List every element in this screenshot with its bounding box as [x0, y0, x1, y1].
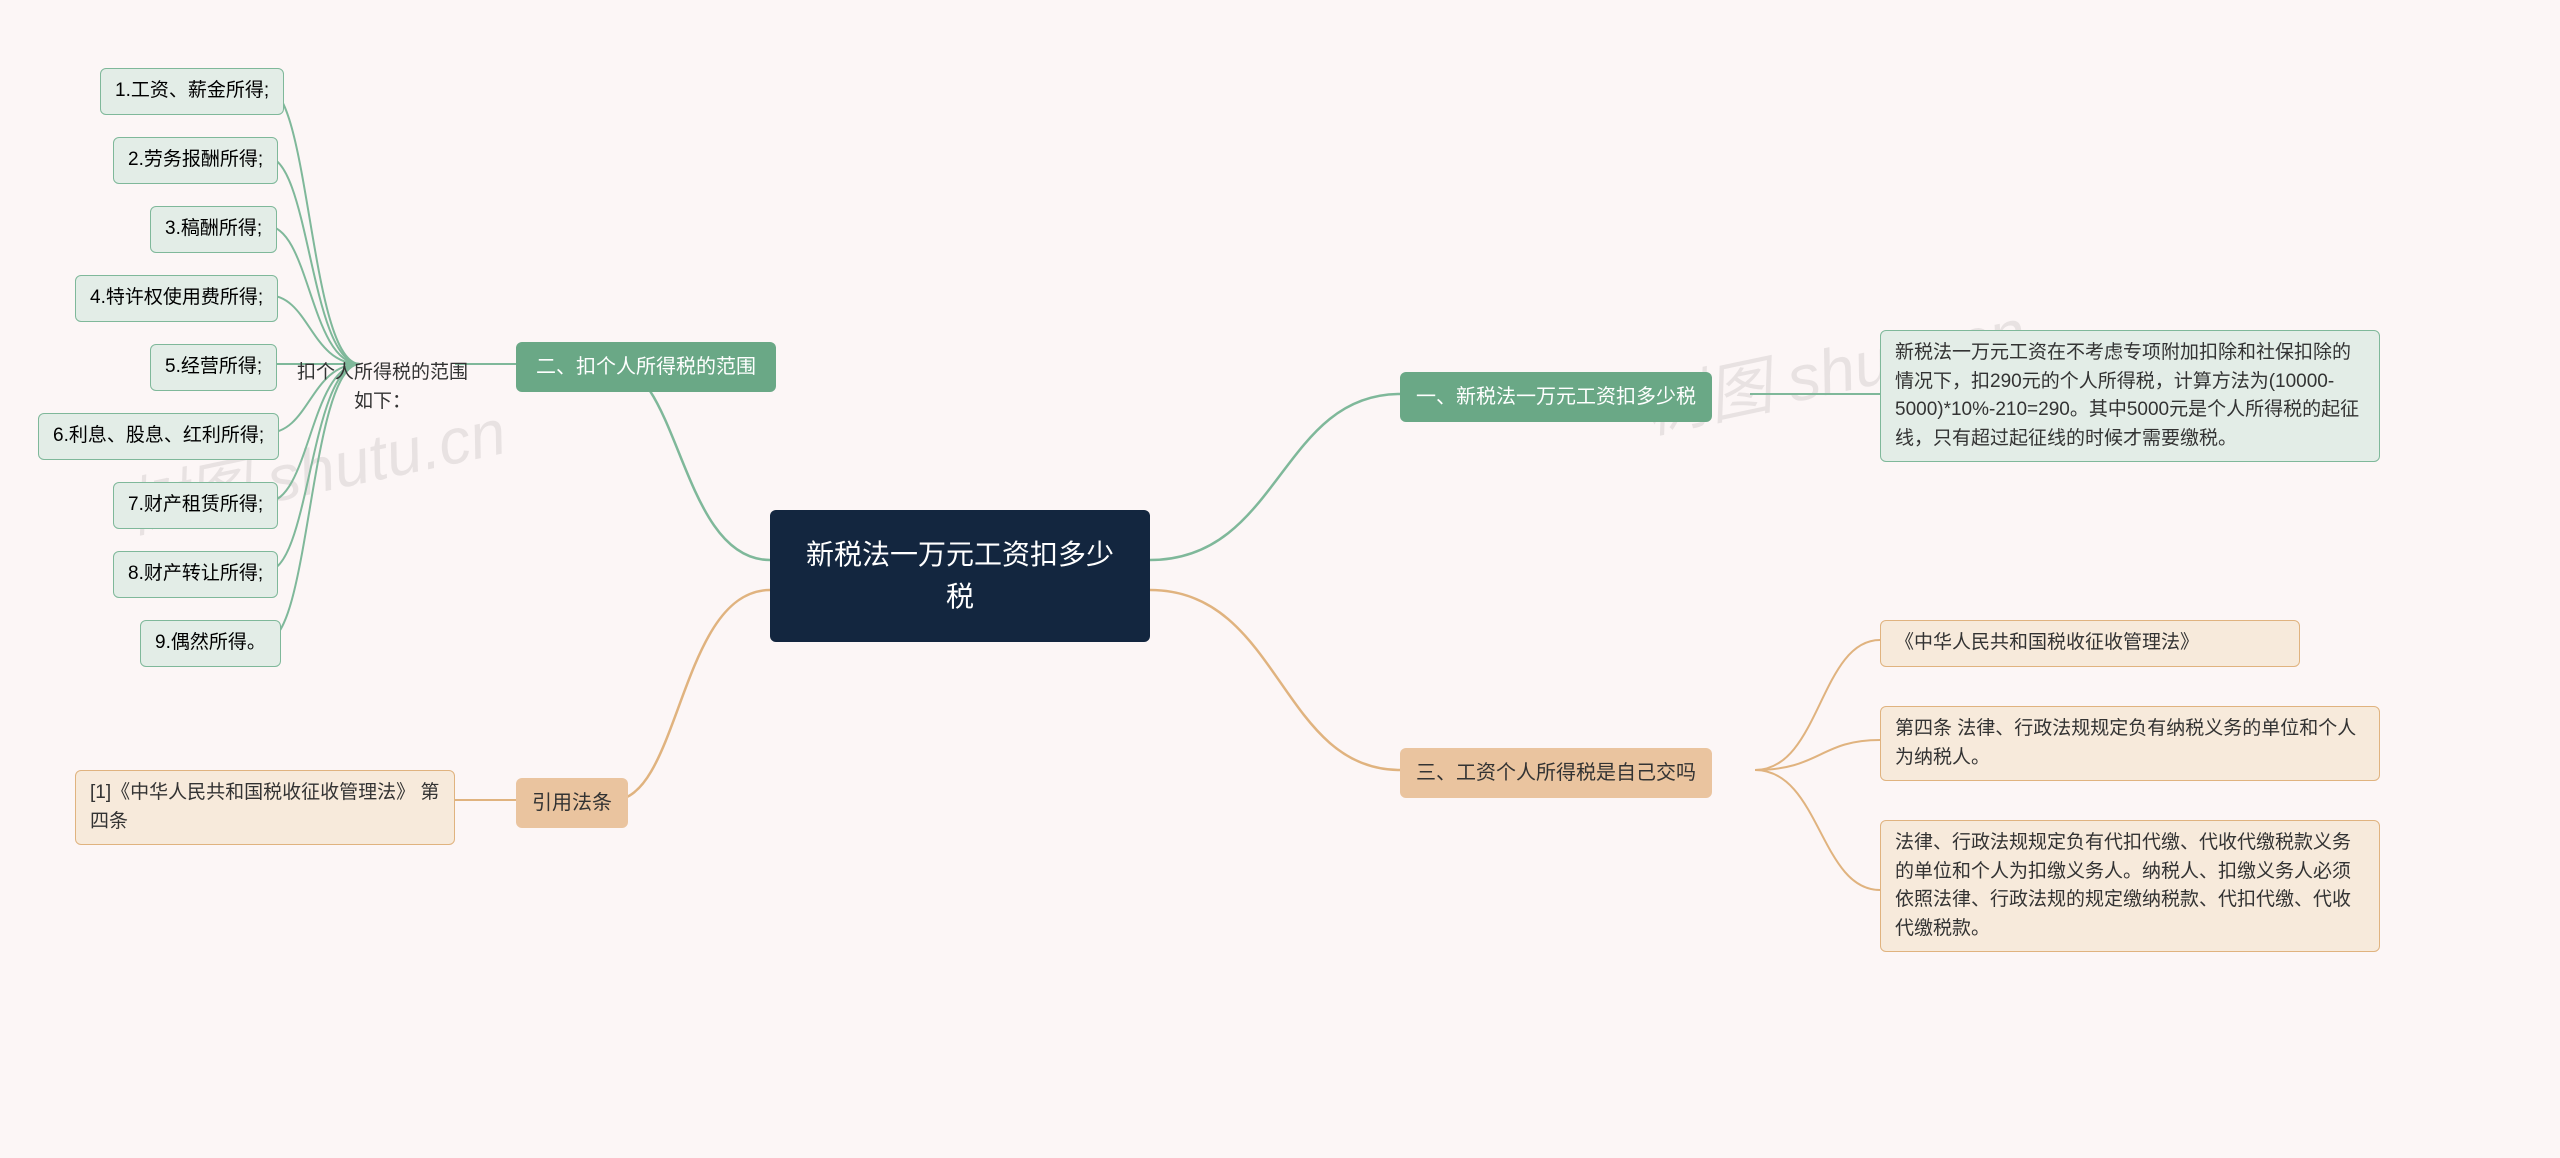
branch-citation-label: 引用法条: [532, 788, 612, 818]
section2-item-3: 4.特许权使用费所得;: [75, 275, 278, 322]
section2-item-2-text: 3.稿酬所得;: [165, 215, 262, 244]
branch-section2-label: 二、扣个人所得税的范围: [536, 352, 756, 382]
connector-layer: [0, 0, 2560, 1158]
section3-item-1: 第四条 法律、行政法规规定负有纳税义务的单位和个人为纳税人。: [1880, 706, 2380, 781]
section2-intro: 扣个人所得税的范围如下：: [275, 349, 490, 426]
section2-item-3-text: 4.特许权使用费所得;: [90, 284, 263, 313]
root-label: 新税法一万元工资扣多少税: [800, 534, 1120, 618]
section2-intro-text: 扣个人所得税的范围如下：: [291, 359, 474, 416]
branch-section3-label: 三、工资个人所得税是自己交吗: [1416, 758, 1696, 788]
section1-detail-text: 新税法一万元工资在不考虑专项附加扣除和社保扣除的情况下，扣290元的个人所得税，…: [1895, 339, 2365, 453]
section2-item-2: 3.稿酬所得;: [150, 206, 277, 253]
section2-item-6-text: 7.财产租赁所得;: [128, 491, 263, 520]
section2-item-0-text: 1.工资、薪金所得;: [115, 77, 269, 106]
section2-item-5-text: 6.利息、股息、红利所得;: [53, 422, 264, 451]
section3-item-1-text: 第四条 法律、行政法规规定负有纳税义务的单位和个人为纳税人。: [1895, 715, 2365, 772]
section2-item-1: 2.劳务报酬所得;: [113, 137, 278, 184]
section2-item-4-text: 5.经营所得;: [165, 353, 262, 382]
section2-item-7-text: 8.财产转让所得;: [128, 560, 263, 589]
citation-item: [1]《中华人民共和国税收征收管理法》 第四条: [75, 770, 455, 845]
branch-section2: 二、扣个人所得税的范围: [516, 342, 776, 392]
branch-section1: 一、新税法一万元工资扣多少税: [1400, 372, 1712, 422]
section3-item-0-text: 《中华人民共和国税收征收管理法》: [1895, 629, 2199, 658]
section2-item-6: 7.财产租赁所得;: [113, 482, 278, 529]
section2-item-5: 6.利息、股息、红利所得;: [38, 413, 279, 460]
section2-item-1-text: 2.劳务报酬所得;: [128, 146, 263, 175]
section2-item-0: 1.工资、薪金所得;: [100, 68, 284, 115]
section2-item-8: 9.偶然所得。: [140, 620, 281, 667]
root-node: 新税法一万元工资扣多少税: [770, 510, 1150, 642]
section3-item-2: 法律、行政法规规定负有代扣代缴、代收代缴税款义务的单位和个人为扣缴义务人。纳税人…: [1880, 820, 2380, 952]
section2-item-8-text: 9.偶然所得。: [155, 629, 266, 658]
branch-section3: 三、工资个人所得税是自己交吗: [1400, 748, 1712, 798]
branch-section1-label: 一、新税法一万元工资扣多少税: [1416, 382, 1696, 412]
section2-item-4: 5.经营所得;: [150, 344, 277, 391]
section3-item-2-text: 法律、行政法规规定负有代扣代缴、代收代缴税款义务的单位和个人为扣缴义务人。纳税人…: [1895, 829, 2365, 943]
citation-item-text: [1]《中华人民共和国税收征收管理法》 第四条: [90, 779, 440, 836]
branch-citation: 引用法条: [516, 778, 628, 828]
section2-item-7: 8.财产转让所得;: [113, 551, 278, 598]
section3-item-0: 《中华人民共和国税收征收管理法》: [1880, 620, 2300, 667]
section1-detail: 新税法一万元工资在不考虑专项附加扣除和社保扣除的情况下，扣290元的个人所得税，…: [1880, 330, 2380, 462]
